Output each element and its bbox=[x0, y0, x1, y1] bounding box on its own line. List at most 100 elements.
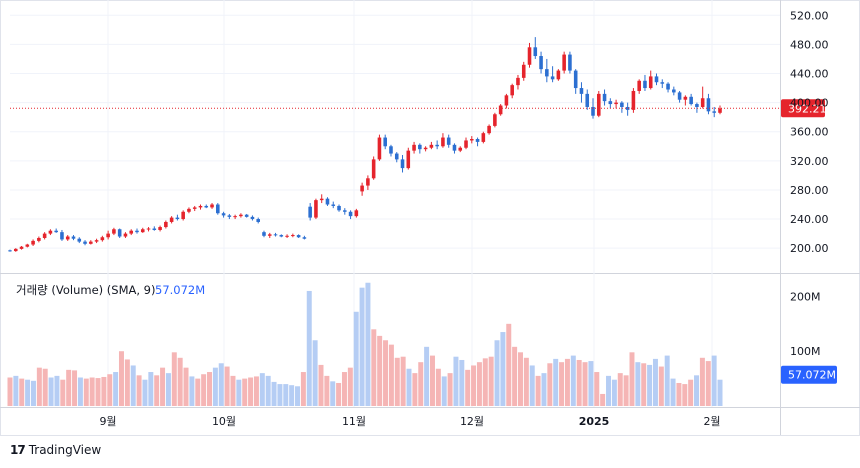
candle[interactable] bbox=[539, 51, 543, 74]
candle[interactable] bbox=[366, 175, 370, 190]
candle[interactable] bbox=[412, 141, 416, 154]
candle[interactable] bbox=[187, 207, 191, 214]
tradingview-branding[interactable]: 17 TradingView bbox=[10, 443, 101, 457]
price-axis[interactable]: 520.00 480.00 440.00 400.00 360.00 320.00 280.… bbox=[790, 9, 829, 255]
candle[interactable] bbox=[285, 234, 289, 238]
volume-axis[interactable]: 200M 100M 57.072M bbox=[781, 290, 837, 384]
candle[interactable] bbox=[129, 229, 134, 236]
candle[interactable] bbox=[625, 102, 630, 116]
candle[interactable] bbox=[181, 210, 185, 221]
candle[interactable] bbox=[198, 204, 203, 210]
candle[interactable] bbox=[140, 227, 145, 233]
candle[interactable] bbox=[568, 51, 572, 74]
candle[interactable] bbox=[94, 238, 99, 244]
candle[interactable] bbox=[481, 131, 486, 144]
time-axis[interactable]: 9월 10월 11월 12월 2025 2월 bbox=[99, 415, 720, 428]
candle[interactable] bbox=[585, 89, 590, 110]
candle[interactable] bbox=[31, 239, 35, 246]
candle[interactable] bbox=[452, 143, 457, 154]
candle[interactable] bbox=[608, 98, 613, 109]
candle[interactable] bbox=[493, 112, 497, 128]
candle[interactable] bbox=[510, 83, 514, 99]
candle[interactable] bbox=[71, 235, 76, 241]
candle[interactable] bbox=[337, 204, 341, 212]
candle[interactable] bbox=[435, 140, 439, 150]
candle[interactable] bbox=[221, 211, 226, 218]
candle[interactable] bbox=[516, 74, 520, 90]
candle[interactable] bbox=[204, 204, 209, 209]
candle[interactable] bbox=[446, 134, 451, 148]
candle[interactable] bbox=[521, 61, 526, 81]
candle[interactable] bbox=[37, 236, 41, 243]
candle[interactable] bbox=[464, 137, 468, 150]
candle[interactable] bbox=[498, 104, 503, 116]
candle[interactable] bbox=[135, 228, 139, 234]
candle[interactable] bbox=[504, 93, 509, 109]
candle[interactable] bbox=[112, 227, 116, 236]
candle[interactable] bbox=[8, 249, 12, 252]
candle[interactable] bbox=[210, 203, 214, 209]
candle[interactable] bbox=[648, 70, 653, 90]
candle[interactable] bbox=[579, 82, 584, 103]
candle[interactable] bbox=[533, 37, 538, 59]
candle[interactable] bbox=[227, 213, 232, 220]
candle[interactable] bbox=[308, 203, 312, 221]
candle[interactable] bbox=[267, 232, 272, 238]
candle[interactable] bbox=[233, 214, 237, 220]
candle[interactable] bbox=[527, 42, 532, 68]
candle[interactable] bbox=[146, 227, 151, 232]
candle[interactable] bbox=[614, 99, 618, 109]
candle[interactable] bbox=[556, 69, 561, 81]
candle[interactable] bbox=[700, 86, 705, 109]
candle[interactable] bbox=[654, 73, 659, 86]
price-candles[interactable] bbox=[8, 37, 722, 252]
candle[interactable] bbox=[279, 234, 284, 238]
candle[interactable] bbox=[325, 197, 330, 206]
candle[interactable] bbox=[319, 194, 324, 204]
candle[interactable] bbox=[164, 220, 168, 229]
candle[interactable] bbox=[152, 226, 157, 231]
candle[interactable] bbox=[19, 245, 24, 250]
candle[interactable] bbox=[602, 89, 607, 106]
candle[interactable] bbox=[596, 90, 601, 118]
volume-bars[interactable] bbox=[7, 282, 723, 406]
candle[interactable] bbox=[400, 155, 405, 173]
candle[interactable] bbox=[54, 228, 58, 233]
candle[interactable] bbox=[689, 93, 693, 106]
candle[interactable] bbox=[60, 229, 64, 241]
candle[interactable] bbox=[169, 216, 174, 224]
candle[interactable] bbox=[83, 240, 87, 246]
candle[interactable] bbox=[631, 88, 636, 113]
candle[interactable] bbox=[13, 248, 18, 252]
candle[interactable] bbox=[666, 82, 670, 93]
candle[interactable] bbox=[712, 106, 717, 118]
candle[interactable] bbox=[706, 93, 711, 115]
candle[interactable] bbox=[406, 147, 411, 170]
candle[interactable] bbox=[371, 156, 376, 180]
candle[interactable] bbox=[394, 152, 399, 163]
candle[interactable] bbox=[25, 243, 30, 248]
candle[interactable] bbox=[65, 235, 70, 241]
candle[interactable] bbox=[117, 228, 122, 238]
candle[interactable] bbox=[42, 232, 47, 240]
candle[interactable] bbox=[672, 86, 676, 96]
candle[interactable] bbox=[192, 205, 197, 212]
candle[interactable] bbox=[239, 213, 243, 218]
candle[interactable] bbox=[302, 235, 307, 240]
candle[interactable] bbox=[475, 137, 480, 147]
candle[interactable] bbox=[244, 213, 249, 218]
candle[interactable] bbox=[562, 51, 566, 74]
candle[interactable] bbox=[291, 233, 295, 238]
candle[interactable] bbox=[48, 229, 53, 236]
candle[interactable] bbox=[429, 141, 434, 150]
candle[interactable] bbox=[469, 136, 474, 144]
candle[interactable] bbox=[377, 134, 382, 161]
candle[interactable] bbox=[158, 225, 162, 232]
candle[interactable] bbox=[683, 95, 688, 106]
candle[interactable] bbox=[573, 69, 578, 94]
candle[interactable] bbox=[591, 98, 595, 119]
candle[interactable] bbox=[545, 58, 549, 83]
candle[interactable] bbox=[89, 240, 93, 245]
candle[interactable] bbox=[175, 214, 180, 221]
